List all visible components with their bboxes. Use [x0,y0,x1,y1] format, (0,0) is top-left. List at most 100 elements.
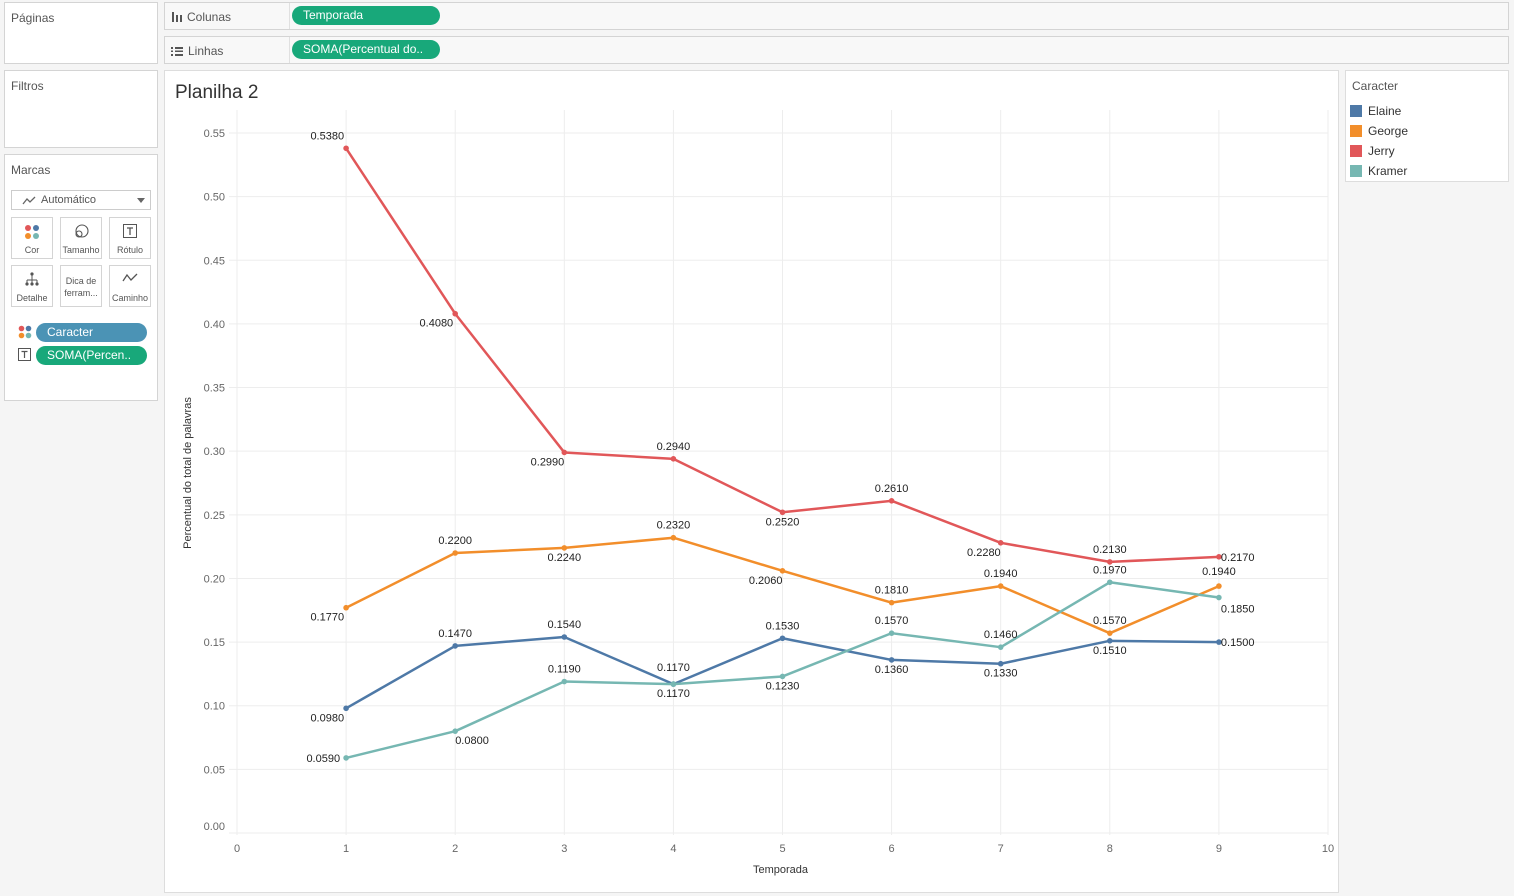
label-field-pill[interactable]: SOMA(Percen.. [36,346,147,365]
filters-card[interactable]: Filtros [4,70,158,148]
data-label: 0.1940 [1202,566,1236,578]
x-tick-label: 10 [1322,843,1334,855]
rows-pill[interactable]: SOMA(Percentual do.. [292,40,440,59]
data-point [888,657,895,663]
legend-label: Kramer [1368,164,1408,178]
data-label: 0.1570 [875,615,909,627]
data-label: 0.1570 [1093,615,1127,627]
pages-card[interactable]: Páginas [4,2,158,64]
legend-label: Jerry [1368,144,1395,158]
data-label: 0.1500 [1221,637,1255,649]
x-tick-label: 4 [670,843,676,855]
path-button[interactable]: Caminho [109,265,151,307]
legend-item-jerry[interactable]: Jerry [1350,143,1395,159]
data-point [1216,639,1222,645]
data-label: 0.1810 [875,585,909,597]
legend-swatch [1350,105,1362,117]
marks-card: Marcas Automático Cor Tamanho Rótulo Det… [4,154,158,401]
columns-icon [172,12,182,22]
legend-item-george[interactable]: George [1350,123,1408,139]
data-label: 0.1190 [548,664,581,676]
tooltip-button[interactable]: Dica de ferram... [60,265,102,307]
rows-shelf-header: Linhas [171,44,223,58]
y-tick-label: 0.15 [204,637,225,649]
columns-shelf-header: Colunas [171,10,231,24]
data-label: 0.1530 [766,620,800,632]
label-button-label: Rótulo [116,245,143,255]
label-field-icon [18,348,31,361]
data-label: 0.2610 [875,483,909,495]
legend-swatch [1350,125,1362,137]
data-point [1107,559,1113,565]
shelf-divider [289,3,290,29]
data-label: 0.0590 [306,753,340,765]
marks-title: Marcas [11,163,51,177]
data-point [343,604,349,611]
data-point [1216,554,1222,560]
data-point [779,635,786,642]
pages-title: Páginas [11,11,55,25]
columns-shelf[interactable]: Colunas Temporada [164,2,1509,30]
rows-shelf-label: Linhas [188,44,224,58]
y-axis-title: Percentual do total de palavras [182,397,194,549]
data-point [779,568,786,574]
data-point [1216,583,1222,589]
x-tick-label: 7 [998,843,1004,855]
data-label: 0.1470 [438,628,472,640]
chevron-down-icon[interactable] [137,198,145,203]
data-label: 0.1770 [310,612,344,624]
color-field-pill[interactable]: Caracter [36,323,147,342]
data-label: 0.1510 [1093,645,1127,657]
data-point [452,550,459,556]
path-button-label: Caminho [111,293,149,303]
columns-pill[interactable]: Temporada [292,6,440,25]
x-tick-label: 6 [889,843,895,855]
x-tick-label: 3 [561,843,567,855]
legend-swatch [1350,165,1362,177]
y-tick-label: 0.20 [204,573,225,585]
data-point [561,678,568,685]
detail-button[interactable]: Detalhe [11,265,53,307]
color-button-label: Cor [24,245,40,255]
rows-shelf[interactable]: Linhas SOMA(Percentual do.. [164,36,1509,64]
y-tick-label: 0.10 [204,701,225,713]
data-label: 0.1170 [657,662,690,674]
data-point [452,728,459,734]
y-tick-label: 0.00 [204,821,225,833]
shelf-divider [289,37,290,63]
data-point [888,630,895,636]
data-label: 0.2240 [547,552,581,564]
text-label-icon [123,224,137,238]
data-label: 0.2060 [749,575,783,587]
data-label: 0.2130 [1093,544,1127,556]
legend-label: Elaine [1368,104,1402,118]
data-label: 0.2280 [967,547,1001,559]
mark-type-dropdown[interactable]: Automático [11,190,151,210]
data-point [997,540,1004,546]
tooltip-button-label-1: Dica de [65,276,97,286]
data-point [343,755,349,761]
size-button[interactable]: Tamanho [60,217,102,259]
data-point [1107,630,1113,636]
data-point [343,145,349,152]
data-point [888,599,895,606]
data-point [452,310,459,317]
legend-item-kramer[interactable]: Kramer [1350,163,1407,179]
data-label: 0.1850 [1221,604,1255,616]
label-button[interactable]: Rótulo [109,217,151,259]
legend-item-elaine[interactable]: Elaine [1350,103,1401,119]
data-label: 0.1170 [657,688,690,700]
tooltip-button-label-2: ferram... [64,288,98,298]
data-label: 0.2170 [1221,552,1255,564]
data-point [1107,579,1113,586]
data-label: 0.1330 [984,668,1018,680]
data-point [779,509,786,516]
data-label: 0.2200 [438,535,472,547]
x-tick-label: 0 [234,843,240,855]
data-label: 0.1460 [984,629,1018,641]
data-label: 0.1230 [766,680,800,692]
y-tick-label: 0.40 [204,319,225,331]
color-button[interactable]: Cor [11,217,53,259]
data-label: 0.0800 [455,735,489,747]
